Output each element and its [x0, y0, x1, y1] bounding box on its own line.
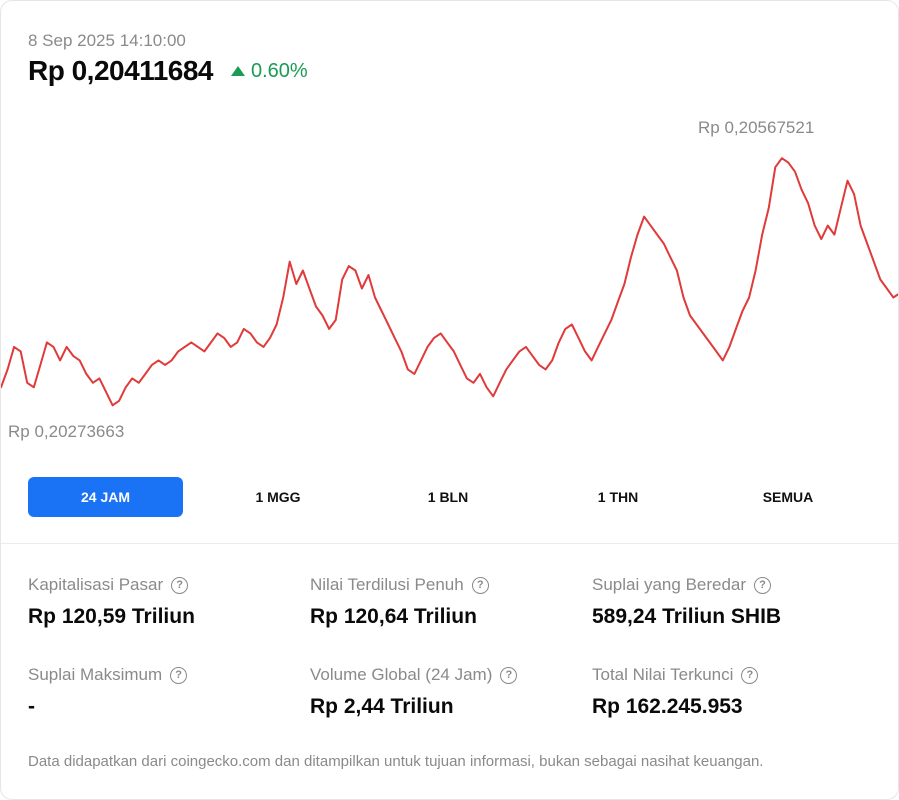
stat-market-cap: Kapitalisasi Pasar? Rp 120,59 Triliun	[28, 575, 298, 629]
stat-label: Total Nilai Terkunci	[592, 665, 734, 684]
help-icon[interactable]: ?	[171, 576, 189, 594]
chart-min-label: Rp 0,20273663	[8, 422, 125, 441]
stat-value: 589,24 Triliun SHIB	[592, 605, 782, 628]
chart-max-label: Rp 0,20567521	[698, 118, 815, 137]
triangle-up-icon	[231, 66, 245, 76]
disclaimer: Data didapatkan dari coingecko.com dan d…	[28, 753, 764, 770]
stat-value: Rp 120,59 Triliun	[28, 605, 195, 628]
stat-value: Rp 2,44 Triliun	[310, 695, 454, 718]
tab-24-jam[interactable]: 24 JAM	[28, 477, 183, 517]
stat-value: -	[28, 695, 35, 718]
timeframe-tabs: 24 JAM 1 MGG 1 BLN 1 THN SEMUA	[28, 477, 873, 517]
help-icon[interactable]: ?	[741, 666, 759, 684]
stat-max-supply: Suplai Maksimum? -	[28, 665, 298, 719]
timestamp: 8 Sep 2025 14:10:00	[28, 31, 186, 50]
divider	[1, 543, 898, 544]
tab-1-bln[interactable]: 1 BLN	[427, 489, 469, 505]
tab-1-mgg[interactable]: 1 MGG	[255, 489, 301, 505]
price-row: Rp 0,20411684 0.60%	[28, 55, 308, 87]
stat-circulating-supply: Suplai yang Beredar? 589,24 Triliun SHIB	[592, 575, 862, 629]
price-change-value: 0.60%	[251, 59, 308, 82]
stat-label: Kapitalisasi Pasar	[28, 575, 164, 594]
help-icon[interactable]: ?	[754, 576, 772, 594]
stat-value: Rp 120,64 Triliun	[310, 605, 477, 628]
stat-label: Suplai Maksimum	[28, 665, 163, 684]
tab-1-thn[interactable]: 1 THN	[597, 489, 639, 505]
stat-fully-diluted: Nilai Terdilusi Penuh? Rp 120,64 Triliun	[310, 575, 580, 629]
help-icon[interactable]: ?	[170, 666, 188, 684]
price-line-chart[interactable]	[1, 101, 899, 431]
current-price: Rp 0,20411684	[28, 55, 214, 86]
stat-total-value-locked: Total Nilai Terkunci? Rp 162.245.953	[592, 665, 862, 719]
stat-value: Rp 162.245.953	[592, 695, 743, 718]
stat-global-volume: Volume Global (24 Jam)? Rp 2,44 Triliun	[310, 665, 580, 719]
tab-semua[interactable]: SEMUA	[762, 489, 814, 505]
help-icon[interactable]: ?	[471, 576, 489, 594]
price-series-line	[1, 157, 898, 407]
stat-label: Suplai yang Beredar	[592, 575, 747, 594]
stat-label: Volume Global (24 Jam)	[310, 665, 493, 684]
help-icon[interactable]: ?	[500, 666, 518, 684]
stat-label: Nilai Terdilusi Penuh	[310, 575, 464, 594]
price-change: 0.60%	[231, 60, 308, 83]
